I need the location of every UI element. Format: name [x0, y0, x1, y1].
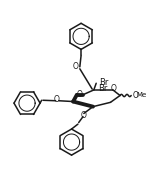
- Text: Me: Me: [137, 93, 147, 98]
- Text: O: O: [132, 91, 138, 100]
- Text: O: O: [81, 111, 87, 120]
- Text: Br: Br: [98, 84, 107, 93]
- Text: O: O: [111, 84, 117, 93]
- Text: O: O: [54, 95, 60, 105]
- Text: O: O: [77, 90, 83, 99]
- Text: Br: Br: [99, 78, 109, 87]
- Text: O: O: [73, 62, 79, 71]
